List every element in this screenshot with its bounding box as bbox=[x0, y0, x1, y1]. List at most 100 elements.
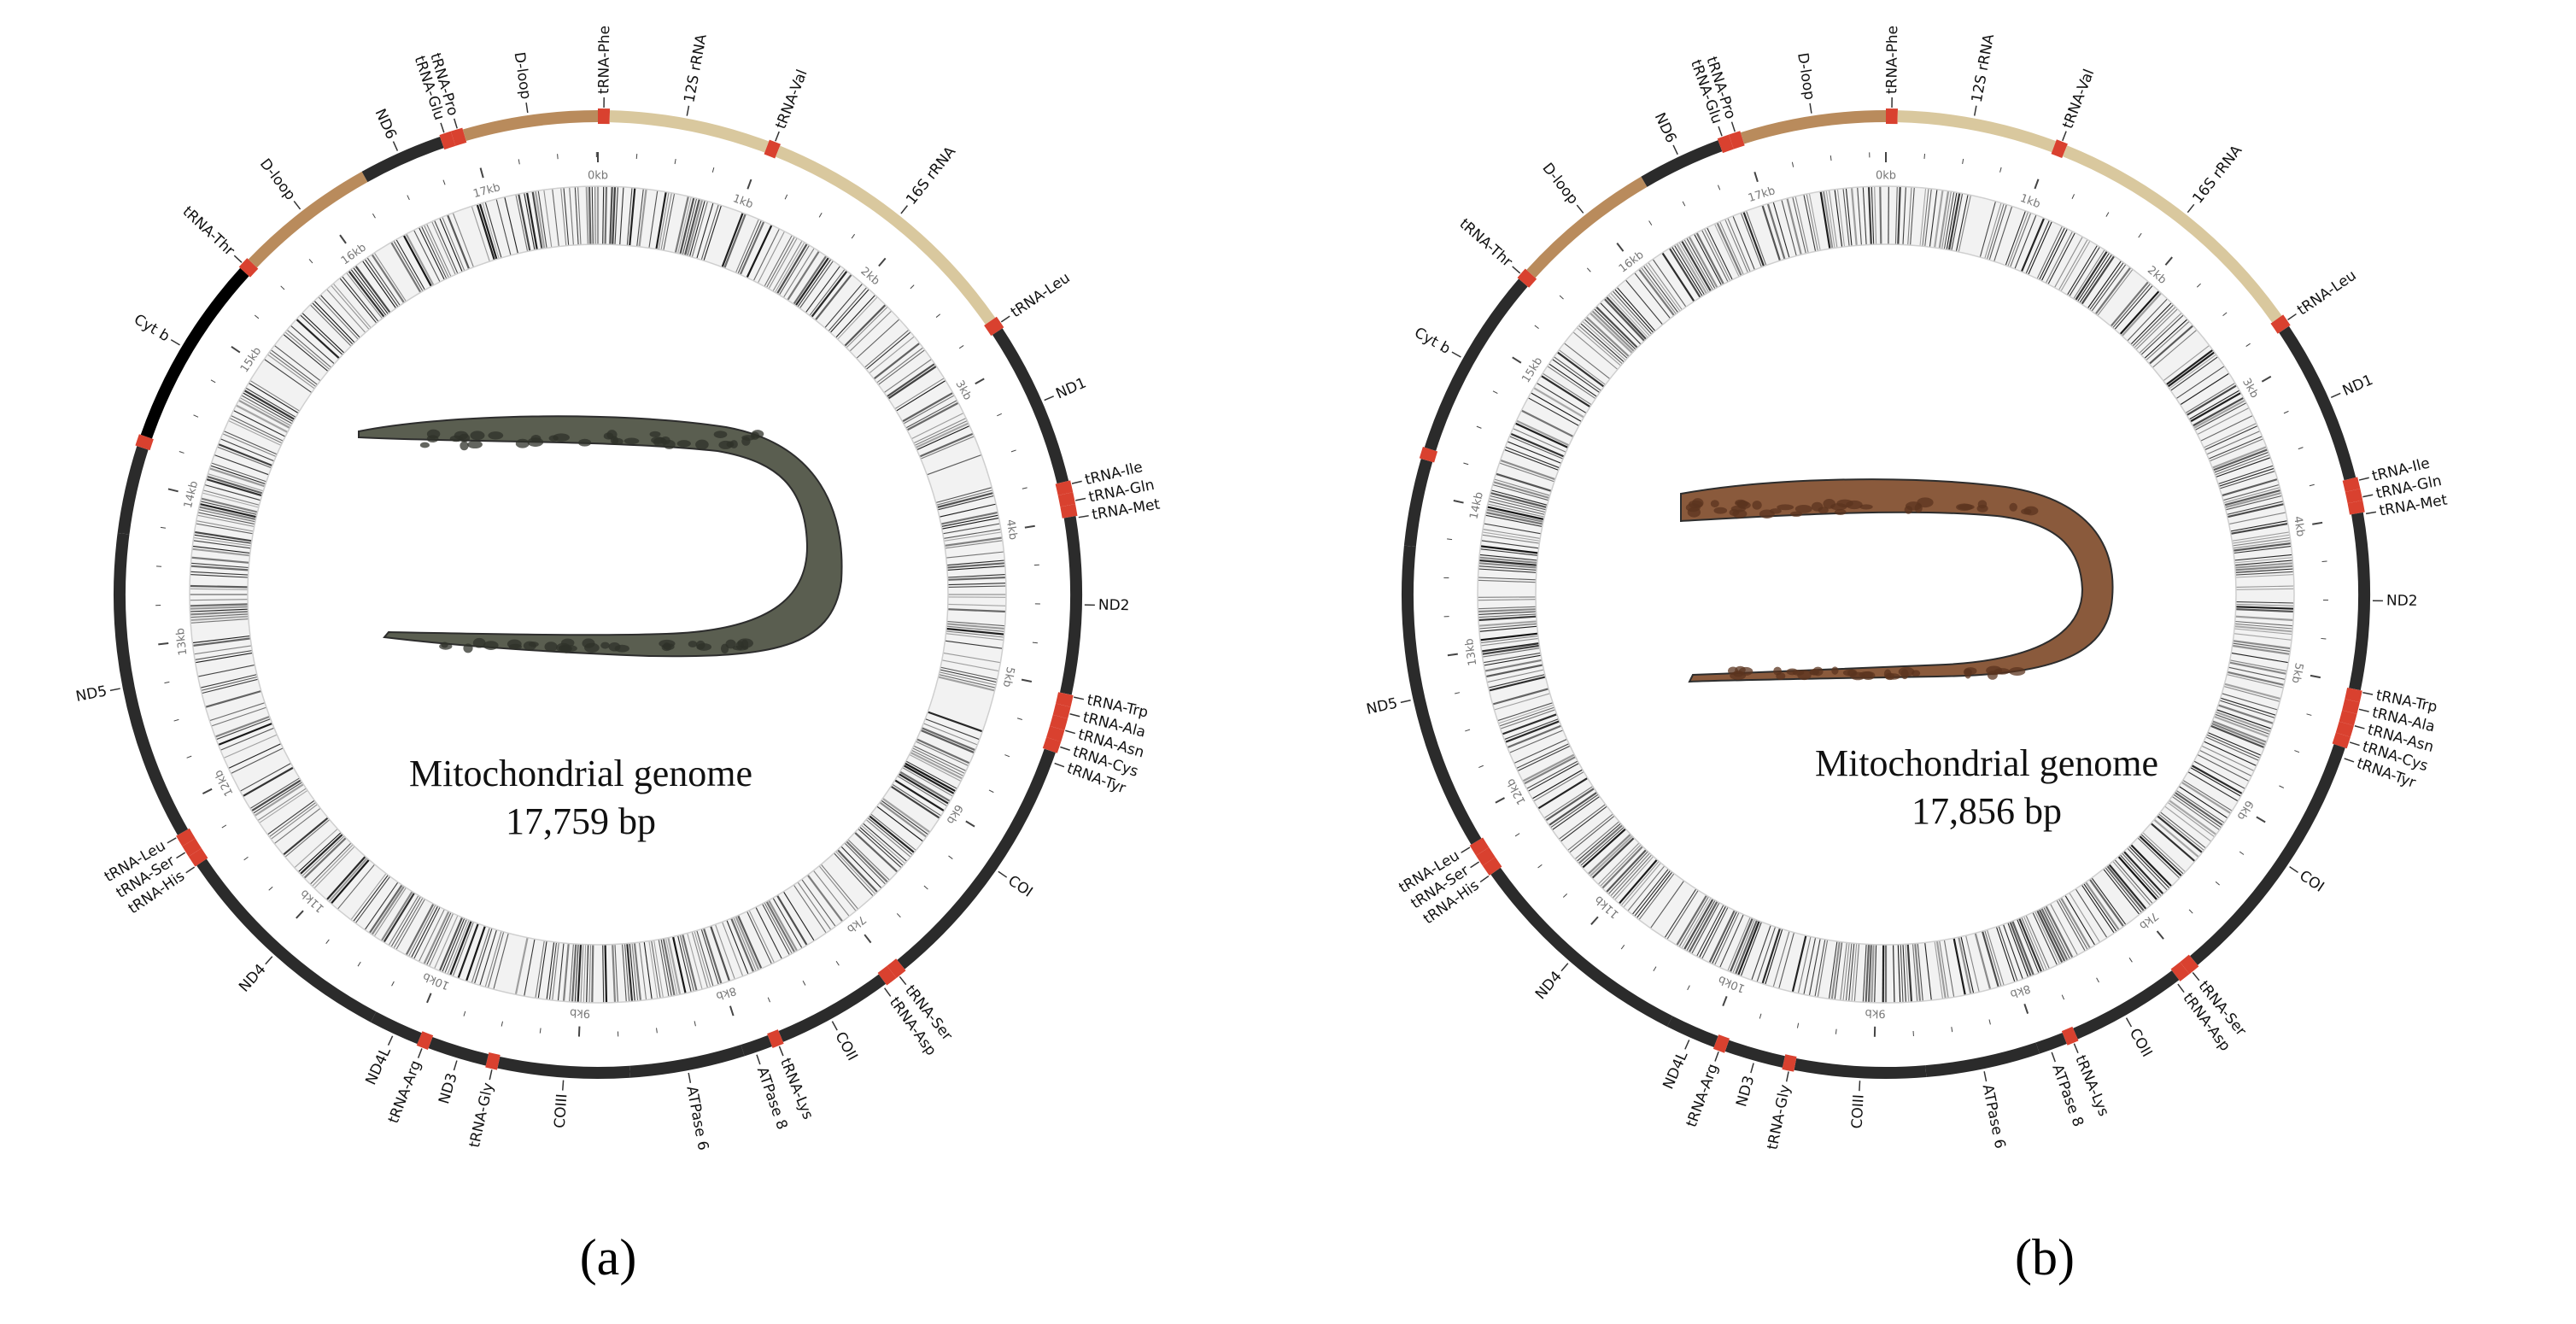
label-leader bbox=[1451, 351, 1461, 358]
feature-label: ND2 bbox=[1098, 596, 1130, 614]
feature-trna-val bbox=[764, 139, 782, 159]
genome-title-b: Mitochondrial genome 17,856 bp bbox=[1730, 740, 2243, 835]
feature-nd6 bbox=[1641, 140, 1723, 187]
label-leader bbox=[1000, 315, 1010, 323]
scale-tick bbox=[1447, 653, 1458, 657]
feature-label: D-loop bbox=[511, 51, 535, 101]
feature-trna-gly bbox=[1782, 1054, 1797, 1072]
scale-label: 17kb bbox=[471, 181, 501, 201]
scale-tick bbox=[935, 313, 941, 318]
scale-tick bbox=[1620, 945, 1625, 950]
scale-tick bbox=[221, 824, 227, 829]
feature-label: tRNA-Leu bbox=[2294, 267, 2360, 319]
scale-tick bbox=[2156, 930, 2164, 940]
label-leader bbox=[1750, 1063, 1754, 1074]
feature-trna-glu bbox=[1717, 134, 1734, 154]
scale-tick bbox=[2298, 447, 2304, 450]
feature-label: 12S rRNA bbox=[681, 32, 711, 104]
scale-tick bbox=[186, 755, 192, 759]
feature-trna-gly bbox=[485, 1052, 501, 1070]
scale-tick bbox=[2309, 483, 2315, 487]
scale-tick bbox=[1759, 1013, 1762, 1019]
feature-label: D-loop bbox=[1538, 160, 1581, 208]
feature-trna-asn bbox=[1050, 714, 1068, 730]
eel-body bbox=[1680, 478, 2114, 683]
scale-tick bbox=[1923, 153, 1926, 160]
scale-tick bbox=[2312, 521, 2323, 525]
feature-label: ND3 bbox=[436, 1071, 461, 1106]
feature-label: 16S rRNA bbox=[903, 144, 959, 208]
feature-16s-rrna bbox=[776, 145, 996, 325]
feature-label: ATPase 6 bbox=[1979, 1083, 2009, 1151]
feature-trna-lys bbox=[767, 1029, 784, 1048]
feature-trna-ser bbox=[1476, 847, 1496, 866]
feature-coiii bbox=[1794, 1057, 1927, 1079]
feature-trna-gln bbox=[2345, 489, 2363, 504]
scale-tick bbox=[1835, 1028, 1837, 1034]
gc-track bbox=[190, 186, 1006, 1003]
feature-coii bbox=[778, 974, 887, 1042]
label-leader bbox=[2051, 1052, 2056, 1063]
feature-label: COI bbox=[1004, 872, 1035, 901]
label-leader bbox=[1983, 1071, 1988, 1082]
feature-trna-ser bbox=[182, 838, 202, 857]
label-leader bbox=[778, 1046, 784, 1057]
feature-trna-ser bbox=[887, 958, 906, 979]
feature-trna-his bbox=[188, 848, 208, 867]
label-leader bbox=[831, 1021, 838, 1031]
label-leader bbox=[1065, 729, 1076, 735]
scale-tick bbox=[1022, 487, 1027, 489]
feature-coiii bbox=[497, 1056, 630, 1079]
label-leader bbox=[176, 852, 186, 859]
label-leader bbox=[167, 837, 177, 844]
scale-tick bbox=[910, 284, 915, 290]
scale-tick bbox=[231, 345, 241, 354]
scale-tick bbox=[179, 451, 184, 454]
feature-cyt-b bbox=[1424, 278, 1528, 451]
scale-tick bbox=[2023, 1003, 2029, 1014]
scale-tick bbox=[308, 259, 313, 264]
label-leader bbox=[562, 1080, 565, 1091]
panel-caption-b: (b) bbox=[2015, 1229, 2075, 1286]
label-leader bbox=[170, 339, 180, 346]
label-leader bbox=[2354, 724, 2365, 729]
scale-tick bbox=[656, 1028, 658, 1034]
scale-label: 9kb bbox=[1865, 1006, 1885, 1020]
feature-label: ND4L bbox=[362, 1045, 395, 1088]
label-leader bbox=[293, 200, 302, 210]
feature-label: tRNA-Gly bbox=[466, 1081, 497, 1150]
label-leader bbox=[1054, 762, 1065, 768]
scale-tick bbox=[2261, 375, 2272, 383]
label-leader bbox=[233, 255, 243, 263]
feature-nd5 bbox=[1401, 545, 1482, 845]
scale-tick bbox=[1463, 462, 1469, 466]
scale-tick bbox=[975, 378, 985, 385]
label-leader bbox=[2177, 983, 2185, 993]
scale-label: 13kb bbox=[1463, 637, 1479, 666]
scale-tick bbox=[280, 285, 285, 290]
scale-tick bbox=[784, 194, 788, 200]
feature-trna-glu bbox=[135, 434, 154, 451]
label-leader bbox=[417, 1048, 423, 1058]
feature-trna-met bbox=[1060, 503, 1078, 518]
label-leader bbox=[1512, 266, 1521, 274]
feature-trna-pro bbox=[450, 127, 467, 146]
scale-tick bbox=[479, 167, 484, 179]
label-leader bbox=[1400, 700, 1411, 704]
scale-tick bbox=[2034, 179, 2040, 190]
genome-size: 17,759 bp bbox=[506, 800, 656, 842]
label-leader bbox=[440, 122, 445, 133]
feature-nd6 bbox=[117, 446, 149, 535]
feature-label: tRNA-Thr bbox=[1456, 215, 1516, 271]
feature-trna-gln bbox=[1057, 492, 1076, 507]
scale-tick bbox=[1478, 765, 1484, 769]
label-leader bbox=[1044, 395, 1054, 401]
feature-16s-rrna bbox=[2062, 145, 2282, 323]
scale-tick bbox=[1753, 172, 1759, 183]
feature-12s-rrna bbox=[1897, 110, 2057, 153]
scale-tick bbox=[729, 1005, 735, 1016]
scale-label: 8kb bbox=[714, 984, 737, 1003]
gc-barcode bbox=[189, 185, 1007, 1004]
feature-label: 12S rRNA bbox=[1969, 32, 1998, 104]
